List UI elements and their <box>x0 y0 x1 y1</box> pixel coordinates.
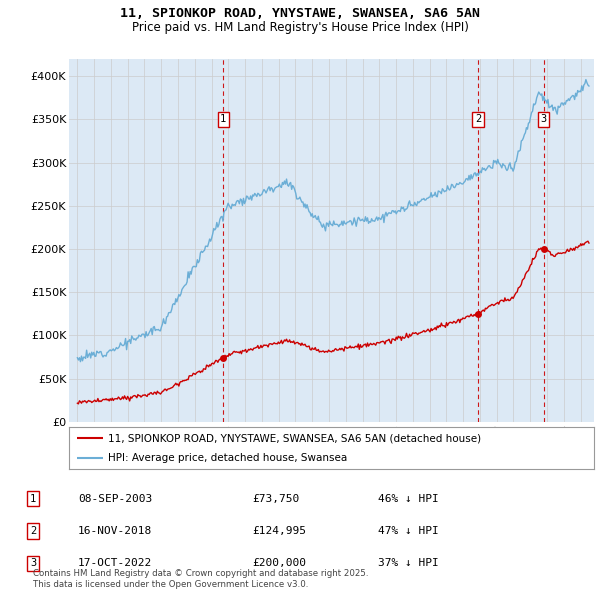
Text: 11, SPIONKOP ROAD, YNYSTAWE, SWANSEA, SA6 5AN (detached house): 11, SPIONKOP ROAD, YNYSTAWE, SWANSEA, SA… <box>109 433 482 443</box>
Text: 2: 2 <box>475 114 481 124</box>
Text: 16-NOV-2018: 16-NOV-2018 <box>78 526 152 536</box>
Text: 1: 1 <box>220 114 226 124</box>
Text: £124,995: £124,995 <box>252 526 306 536</box>
Text: 08-SEP-2003: 08-SEP-2003 <box>78 494 152 503</box>
Text: 46% ↓ HPI: 46% ↓ HPI <box>378 494 439 503</box>
Text: HPI: Average price, detached house, Swansea: HPI: Average price, detached house, Swan… <box>109 454 347 463</box>
Text: 17-OCT-2022: 17-OCT-2022 <box>78 559 152 568</box>
Text: 11, SPIONKOP ROAD, YNYSTAWE, SWANSEA, SA6 5AN: 11, SPIONKOP ROAD, YNYSTAWE, SWANSEA, SA… <box>120 7 480 20</box>
Text: £200,000: £200,000 <box>252 559 306 568</box>
Text: 37% ↓ HPI: 37% ↓ HPI <box>378 559 439 568</box>
Text: £73,750: £73,750 <box>252 494 299 503</box>
Text: 1: 1 <box>30 494 36 503</box>
Text: Price paid vs. HM Land Registry's House Price Index (HPI): Price paid vs. HM Land Registry's House … <box>131 21 469 34</box>
Text: 3: 3 <box>30 559 36 568</box>
Text: 3: 3 <box>541 114 547 124</box>
Text: 47% ↓ HPI: 47% ↓ HPI <box>378 526 439 536</box>
Text: Contains HM Land Registry data © Crown copyright and database right 2025.
This d: Contains HM Land Registry data © Crown c… <box>33 569 368 589</box>
Text: 2: 2 <box>30 526 36 536</box>
